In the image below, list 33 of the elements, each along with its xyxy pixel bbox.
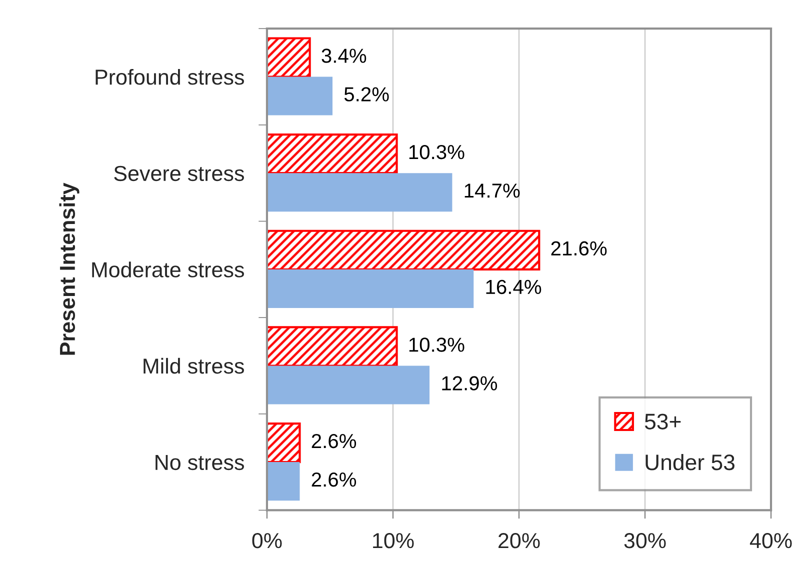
y-tick-label: Severe stress [114, 166, 244, 182]
data-label: 14.7% [464, 184, 520, 198]
x-tick-label: 10% [373, 533, 414, 548]
bar [266, 230, 540, 270]
data-label: 10.3% [409, 338, 464, 352]
bar [266, 76, 332, 116]
data-label: 16.4% [486, 280, 542, 294]
y-tick-label: Mild stress [144, 358, 244, 374]
bar [266, 326, 398, 367]
data-label: 2.6% [312, 472, 356, 487]
data-label: 10.3% [409, 144, 464, 160]
data-label: 5.2% [344, 87, 389, 102]
x-tick-label: 0% [252, 533, 282, 548]
y-tick-label: No stress [156, 455, 244, 470]
y-tick-label: Moderate stress [92, 262, 244, 278]
data-label: 12.9% [442, 376, 498, 390]
legend-label: 53+ [644, 414, 681, 430]
bar [266, 173, 452, 212]
y-axis-title: Present Intensity [59, 182, 80, 355]
bar [266, 422, 301, 464]
legend-label: Under 53 [646, 454, 734, 470]
data-label: 2.6% [312, 434, 356, 448]
bar [266, 37, 311, 78]
bar [266, 134, 398, 174]
x-tick-label: 30% [624, 533, 666, 548]
bar [266, 366, 430, 404]
data-label: 3.4% [322, 48, 366, 63]
y-tick-label: Profound stress [96, 68, 244, 85]
bar [266, 269, 474, 308]
data-label: 21.6% [551, 241, 607, 256]
x-tick-label: 40% [750, 533, 792, 548]
x-tick-label: 20% [498, 533, 540, 548]
bar [266, 462, 300, 501]
